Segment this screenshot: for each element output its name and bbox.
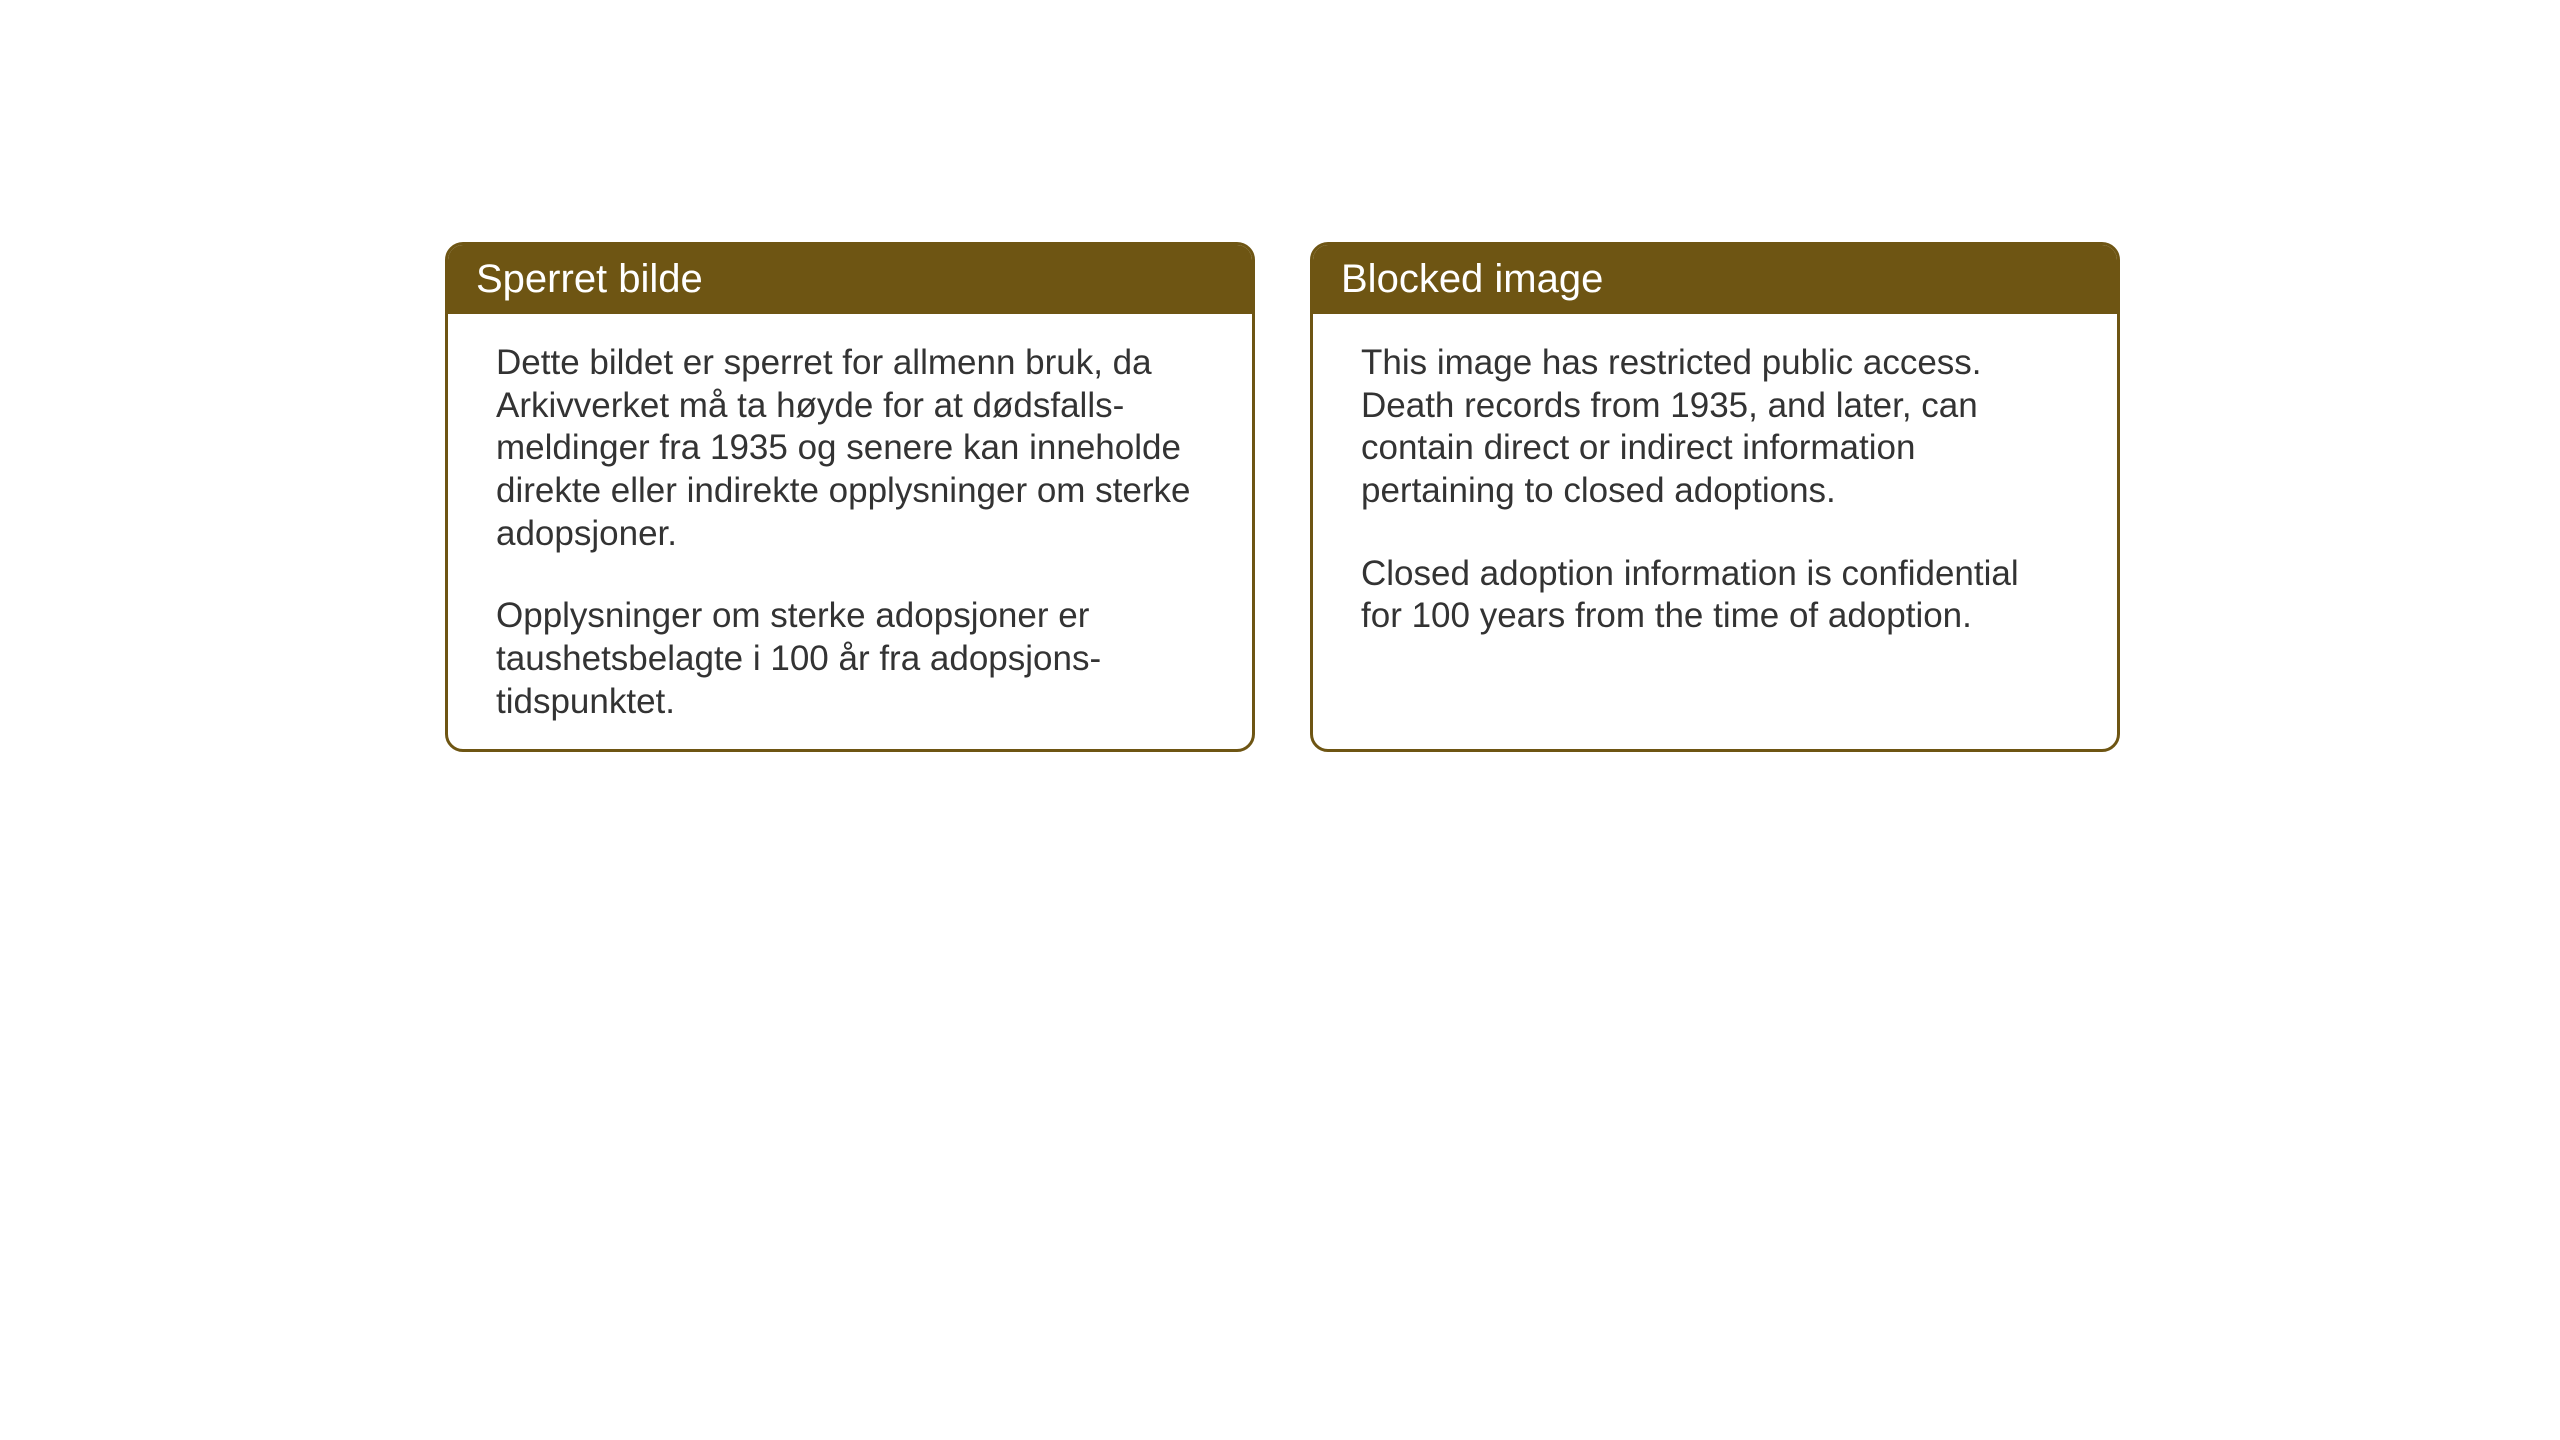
norwegian-notice-card: Sperret bilde Dette bildet er sperret fo…	[445, 242, 1255, 752]
english-paragraph-1: This image has restricted public access.…	[1361, 342, 2069, 513]
norwegian-card-title: Sperret bilde	[476, 257, 703, 301]
english-notice-card: Blocked image This image has restricted …	[1310, 242, 2120, 752]
norwegian-paragraph-2: Opplysninger om sterke adopsjoner er tau…	[496, 595, 1204, 723]
norwegian-card-body: Dette bildet er sperret for allmenn bruk…	[448, 314, 1252, 752]
english-card-header: Blocked image	[1313, 245, 2117, 314]
english-card-title: Blocked image	[1341, 257, 1603, 301]
english-card-body: This image has restricted public access.…	[1313, 314, 2117, 666]
norwegian-paragraph-1: Dette bildet er sperret for allmenn bruk…	[496, 342, 1204, 555]
english-paragraph-2: Closed adoption information is confident…	[1361, 553, 2069, 638]
notice-container: Sperret bilde Dette bildet er sperret fo…	[445, 242, 2120, 752]
norwegian-card-header: Sperret bilde	[448, 245, 1252, 314]
